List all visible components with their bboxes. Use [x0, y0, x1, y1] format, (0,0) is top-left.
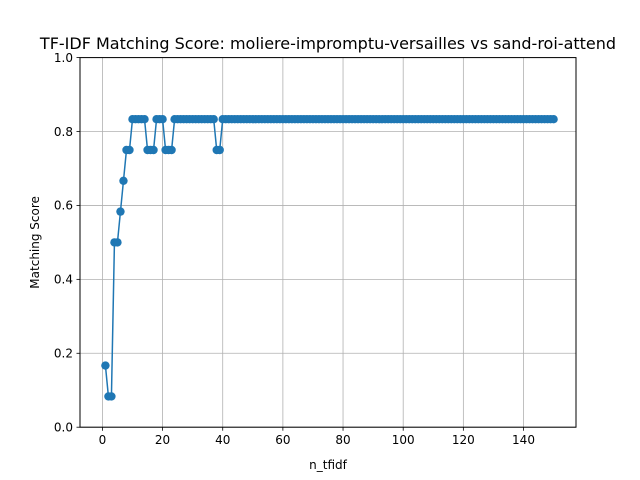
x-tick-label: 60 — [275, 433, 290, 447]
x-tick-label: 120 — [452, 433, 475, 447]
data-point — [125, 145, 134, 155]
data-point — [158, 115, 167, 124]
data-point — [549, 115, 558, 124]
y-tick-label: 1.0 — [54, 51, 73, 65]
chart-title: TF-IDF Matching Score: moliere-impromptu… — [39, 34, 616, 53]
x-tick-label: 100 — [392, 433, 415, 447]
data-point — [167, 145, 176, 155]
x-tick-label: 80 — [335, 433, 350, 447]
series-layer — [101, 115, 558, 401]
data-point — [116, 207, 125, 216]
data-point — [119, 176, 128, 185]
y-tick-label: 0.2 — [54, 347, 73, 361]
data-point — [149, 145, 158, 155]
y-tick-label: 0.0 — [54, 421, 73, 435]
x-tick-label: 20 — [155, 433, 170, 447]
y-tick-label: 0.8 — [54, 125, 73, 139]
y-tick-label: 0.6 — [54, 199, 73, 213]
data-point — [215, 145, 224, 155]
plot-frame — [79, 57, 577, 428]
data-point — [140, 115, 149, 124]
y-tick-label: 0.4 — [54, 273, 73, 287]
x-tick-label: 40 — [215, 433, 230, 447]
x-tick-label: 140 — [512, 433, 535, 447]
y-axis-label: Matching Score — [28, 196, 42, 289]
data-point — [101, 361, 110, 370]
y-axis: 0.0 0.2 0.4 0.6 0.8 1.0 — [54, 51, 80, 435]
x-axis: 0 20 40 60 80 100 120 140 — [99, 427, 535, 447]
data-point — [107, 392, 116, 401]
x-tick-label: 0 — [99, 433, 107, 447]
data-point — [113, 238, 122, 247]
x-axis-label: n_tfidf — [309, 458, 347, 472]
data-point — [209, 115, 218, 124]
